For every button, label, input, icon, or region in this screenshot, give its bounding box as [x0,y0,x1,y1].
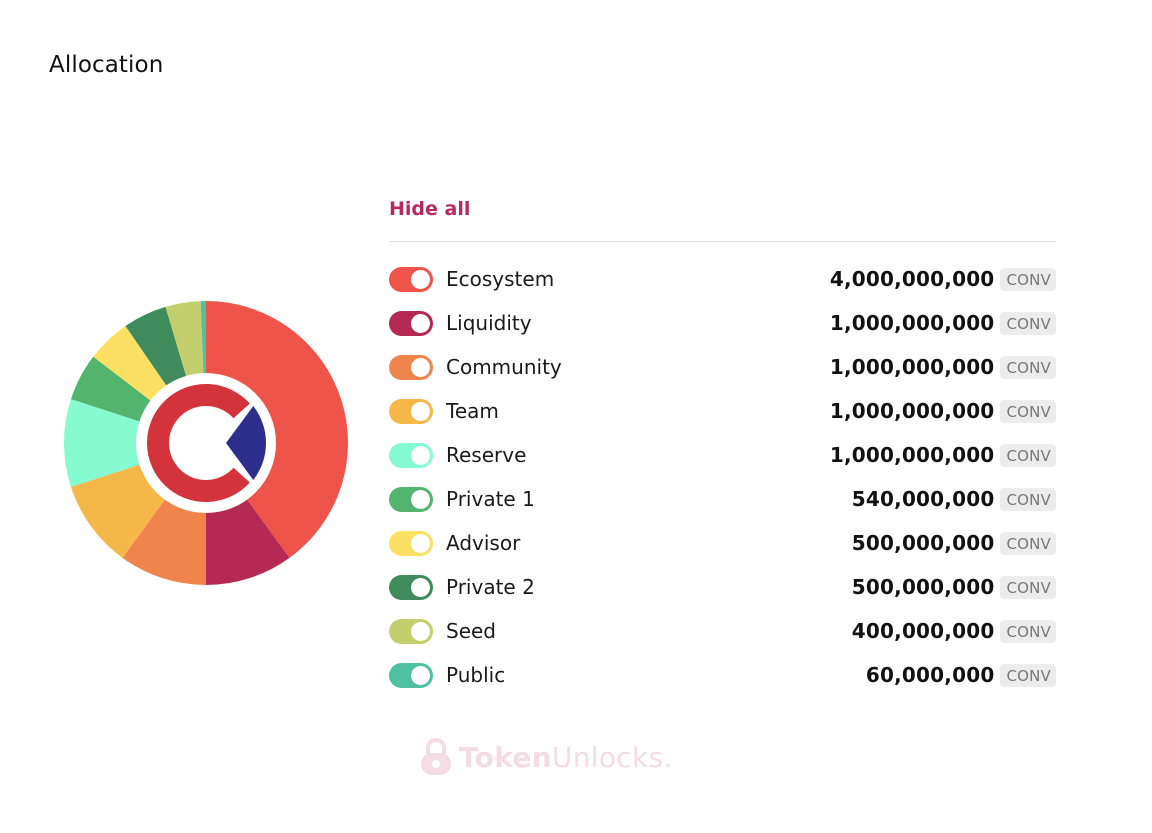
unit-badge: CONV [1000,443,1056,467]
toggle-knob [411,445,430,465]
hide-all-button[interactable]: Hide all [389,198,471,220]
legend-toggle[interactable] [389,530,433,556]
pie-slice[interactable] [206,301,349,558]
legend-item: Public 60,000,000 CONV [389,653,1056,697]
legend-toggle[interactable] [389,398,433,424]
donut-svg [64,301,349,585]
toggle-knob [411,401,430,421]
unit-badge: CONV [1000,663,1056,687]
legend-toggle[interactable] [389,442,433,468]
pie-slice[interactable] [64,399,207,487]
legend-amount: 60,000,000 [865,663,995,687]
toggle-knob [411,533,430,553]
legend-amount: 1,000,000,000 [829,355,995,379]
toggle-knob [411,577,430,597]
center-logo-icon [147,384,266,502]
toggle-knob [411,313,430,333]
toggle-knob [411,665,430,685]
legend-toggle[interactable] [389,662,433,688]
toggle-knob [411,621,430,641]
legend-item: Liquidity 1,000,000,000 CONV [389,301,1056,345]
legend-amount: 4,000,000,000 [829,267,995,291]
legend-label: Seed [446,619,496,643]
unit-badge: CONV [1000,355,1056,379]
legend-amount: 1,000,000,000 [829,443,995,467]
legend-amount: 500,000,000 [851,575,995,599]
page-title: Allocation [49,52,164,78]
legend-item: Community 1,000,000,000 CONV [389,345,1056,389]
allocation-donut-chart [58,295,354,591]
toggle-knob [411,269,430,289]
unit-badge: CONV [1000,487,1056,511]
legend-toggle[interactable] [389,618,433,644]
legend-item: Private 2 500,000,000 CONV [389,565,1056,609]
legend: Hide all Ecosystem 4,000,000,000 CONV Liqui… [389,196,1056,697]
legend-item: Seed 400,000,000 CONV [389,609,1056,653]
legend-item: Reserve 1,000,000,000 CONV [389,433,1056,477]
legend-amount: 1,000,000,000 [829,399,995,423]
unit-badge: CONV [1000,267,1056,291]
legend-item: Team 1,000,000,000 CONV [389,389,1056,433]
unit-badge: CONV [1000,619,1056,643]
legend-label: Public [446,663,506,687]
lock-logo-icon [421,738,451,775]
unit-badge: CONV [1000,399,1056,423]
legend-label: Reserve [446,443,527,467]
legend-toggle[interactable] [389,574,433,600]
legend-label: Liquidity [446,311,532,335]
legend-item: Private 1 540,000,000 CONV [389,477,1056,521]
legend-item: Advisor 500,000,000 CONV [389,521,1056,565]
legend-toggle[interactable] [389,266,433,292]
toggle-knob [411,357,430,377]
unit-badge: CONV [1000,531,1056,555]
legend-item: Ecosystem 4,000,000,000 CONV [389,257,1056,301]
legend-label: Private 1 [446,487,535,511]
legend-list: Ecosystem 4,000,000,000 CONV Liquidity 1,000… [389,257,1056,697]
legend-label: Community [446,355,562,379]
unit-badge: CONV [1000,575,1056,599]
legend-label: Advisor [446,531,521,555]
legend-toggle[interactable] [389,486,433,512]
toggle-knob [411,489,430,509]
legend-divider [389,241,1056,242]
legend-toggle[interactable] [389,310,433,336]
legend-amount: 540,000,000 [851,487,995,511]
legend-toggle[interactable] [389,354,433,380]
legend-amount: 1,000,000,000 [829,311,995,335]
legend-amount: 400,000,000 [851,619,995,643]
legend-label: Private 2 [446,575,535,599]
legend-label: Ecosystem [446,267,555,291]
unit-badge: CONV [1000,311,1056,335]
legend-label: Team [446,399,499,423]
watermark-bold-text: Token [459,740,552,774]
legend-amount: 500,000,000 [851,531,995,555]
tokenunlocks-watermark: TokenUnlocks. [419,737,673,777]
watermark-light-text: Unlocks. [551,740,673,774]
